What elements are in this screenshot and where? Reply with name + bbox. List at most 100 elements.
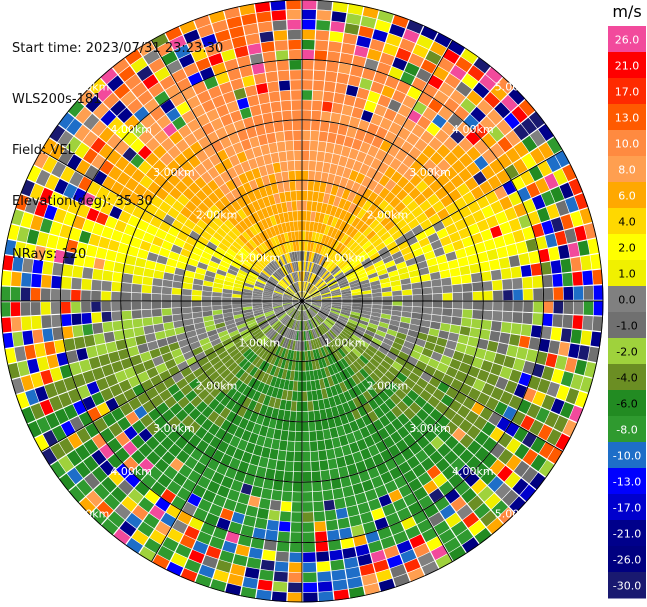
ppi-gate xyxy=(208,423,220,436)
ppi-gate xyxy=(329,549,343,561)
ppi-gate xyxy=(92,367,105,381)
ppi-gate xyxy=(243,117,255,129)
ppi-gate xyxy=(255,315,266,322)
ppi-gate xyxy=(314,253,320,264)
ppi-gate xyxy=(444,537,461,553)
range-ring-label: 4.00km xyxy=(110,465,152,478)
ppi-gate xyxy=(473,503,491,519)
ppi-gate xyxy=(348,276,358,283)
ppi-gate xyxy=(427,465,441,480)
ppi-gate xyxy=(238,234,248,245)
ppi-gate xyxy=(308,308,316,316)
ppi-gate xyxy=(177,396,190,409)
ppi-gate xyxy=(222,540,237,554)
ppi-gate xyxy=(257,334,267,344)
ppi-gate xyxy=(280,244,287,254)
ppi-gate xyxy=(342,303,352,306)
ppi-gate xyxy=(347,3,364,16)
ppi-gate xyxy=(366,423,378,435)
ppi-gate xyxy=(199,256,210,265)
ppi-gate xyxy=(213,187,225,200)
ppi-gate xyxy=(201,184,213,197)
ppi-gate xyxy=(325,204,333,215)
ppi-gate xyxy=(281,171,289,182)
ppi-gate xyxy=(375,440,388,453)
ppi-gate xyxy=(335,256,345,266)
ppi-gate xyxy=(320,470,331,481)
ppi-gate xyxy=(420,59,437,74)
ppi-gate xyxy=(74,336,86,349)
ppi-gate xyxy=(290,273,295,283)
ppi-gate xyxy=(331,304,342,307)
ppi-gate xyxy=(187,470,202,484)
ppi-gate xyxy=(91,449,107,466)
ppi-gate xyxy=(286,307,295,314)
ppi-gate xyxy=(593,301,604,316)
ppi-gate xyxy=(302,512,314,522)
ppi-gate xyxy=(346,126,358,138)
ppi-gate xyxy=(359,223,369,234)
ppi-gate xyxy=(124,224,137,237)
ppi-gate xyxy=(311,304,321,308)
ppi-gate xyxy=(140,414,154,428)
ppi-gate xyxy=(204,512,219,526)
ppi-gate xyxy=(175,409,189,422)
ppi-gate xyxy=(267,458,277,470)
ppi-gate xyxy=(243,309,253,314)
ppi-gate xyxy=(262,302,272,306)
ppi-gate xyxy=(222,91,236,104)
ppi-gate xyxy=(360,313,371,319)
ppi-gate xyxy=(306,381,312,391)
ppi-gate xyxy=(299,310,301,321)
ppi-gate xyxy=(172,281,183,289)
ppi-gate xyxy=(341,263,351,272)
ppi-gate xyxy=(467,223,480,236)
ppi-gate xyxy=(273,121,284,132)
ppi-gate xyxy=(264,122,275,134)
ppi-gate xyxy=(329,238,337,249)
ppi-gate xyxy=(34,245,46,261)
ppi-gate xyxy=(267,341,275,352)
ppi-gate xyxy=(334,322,344,331)
ppi-gate xyxy=(81,290,91,301)
ppi-gate xyxy=(239,328,250,336)
ppi-gate xyxy=(242,182,253,194)
ppi-gate xyxy=(435,553,453,569)
ppi-gate xyxy=(481,165,496,180)
ppi-gate xyxy=(254,283,265,289)
ppi-gate xyxy=(263,240,272,251)
ppi-gate xyxy=(339,53,354,65)
ppi-gate xyxy=(305,330,309,341)
ppi-gate xyxy=(130,354,143,366)
ppi-gate xyxy=(342,33,358,45)
ppi-gate xyxy=(450,174,464,188)
ppi-gate xyxy=(133,183,147,197)
ppi-gate xyxy=(419,389,432,402)
ppi-gate xyxy=(271,490,282,501)
ppi-gate xyxy=(350,259,361,268)
ppi-gate xyxy=(113,262,125,273)
ppi-gate xyxy=(505,147,521,163)
ppi-gate xyxy=(458,168,472,182)
ppi-gate xyxy=(302,451,311,462)
ppi-gate xyxy=(411,312,422,320)
ppi-gate xyxy=(349,241,359,251)
ppi-gate xyxy=(24,344,37,360)
ppi-gate xyxy=(298,304,301,310)
ppi-gate xyxy=(565,388,580,405)
ppi-gate xyxy=(348,116,361,129)
ppi-gate xyxy=(315,30,330,41)
ppi-gate xyxy=(119,520,137,537)
ppi-gate xyxy=(423,443,437,457)
ppi-gate xyxy=(22,258,34,273)
ppi-gate xyxy=(294,294,299,299)
ppi-gate xyxy=(415,360,427,371)
ppi-gate xyxy=(54,339,66,354)
ppi-gate xyxy=(295,303,300,308)
colorbar-tick-label: 21.0 xyxy=(615,59,640,72)
ppi-gate xyxy=(342,295,352,299)
ppi-gate xyxy=(171,301,182,308)
ppi-gate xyxy=(101,291,111,301)
ppi-gate xyxy=(365,530,380,544)
ppi-gate xyxy=(320,203,328,214)
